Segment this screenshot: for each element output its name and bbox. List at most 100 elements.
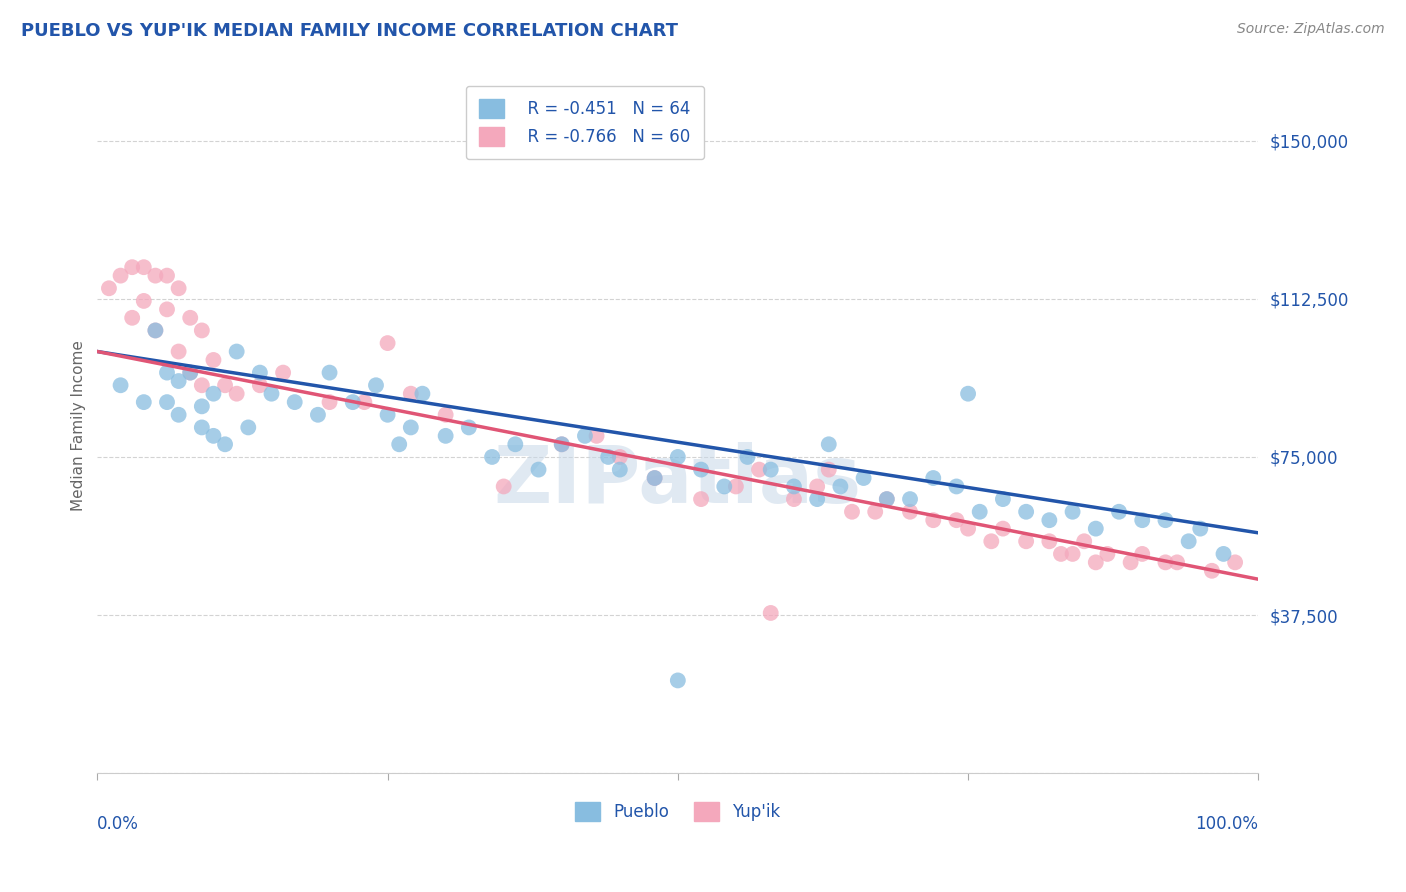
Point [260,386,283,401]
Point [132,260,155,275]
Point [598,450,620,464]
Point [817,462,839,476]
Point [841,505,863,519]
Point [863,505,886,519]
Point [167,281,190,295]
Point [876,492,898,507]
Point [783,492,806,507]
Point [179,366,201,380]
Point [969,505,991,519]
Point [922,471,945,485]
Point [1130,513,1153,527]
Point [214,378,236,392]
Point [191,378,214,392]
Point [876,492,898,507]
Point [191,400,214,414]
Point [1154,513,1177,527]
Point [1097,547,1119,561]
Point [1177,534,1199,549]
Point [167,408,190,422]
Point [434,408,457,422]
Point [551,437,574,451]
Point [492,479,515,493]
Point [249,366,271,380]
Point [225,386,247,401]
Point [505,437,527,451]
Point [551,437,574,451]
Point [922,513,945,527]
Point [830,479,852,493]
Point [690,462,713,476]
Point [574,429,596,443]
Text: Source: ZipAtlas.com: Source: ZipAtlas.com [1237,22,1385,37]
Point [179,310,201,325]
Point [991,522,1014,536]
Point [1166,555,1188,569]
Point [666,673,689,688]
Point [377,336,399,351]
Point [852,471,875,485]
Point [132,293,155,308]
Point [318,366,340,380]
Point [156,395,179,409]
Point [191,323,214,337]
Text: ZIPatlas: ZIPatlas [494,442,862,520]
Y-axis label: Median Family Income: Median Family Income [72,340,86,511]
Point [1108,505,1130,519]
Point [434,429,457,443]
Point [342,395,364,409]
Point [110,378,132,392]
Text: 0.0%: 0.0% [97,815,139,833]
Point [1015,505,1038,519]
Point [806,492,828,507]
Text: PUEBLO VS YUP'IK MEDIAN FAMILY INCOME CORRELATION CHART: PUEBLO VS YUP'IK MEDIAN FAMILY INCOME CO… [21,22,678,40]
Point [957,522,980,536]
Point [585,429,607,443]
Point [1130,547,1153,561]
Point [132,395,155,409]
Point [1062,505,1084,519]
Point [156,268,179,283]
Point [364,378,387,392]
Point [1050,547,1073,561]
Point [1084,522,1107,536]
Point [690,492,713,507]
Point [249,378,271,392]
Point [225,344,247,359]
Point [457,420,479,434]
Point [644,471,666,485]
Point [1201,564,1223,578]
Point [1062,547,1084,561]
Point [284,395,307,409]
Point [991,492,1014,507]
Point [945,513,967,527]
Point [156,366,179,380]
Point [145,268,167,283]
Point [759,462,782,476]
Point [318,395,340,409]
Point [666,450,689,464]
Point [481,450,503,464]
Point [399,420,422,434]
Point [271,366,294,380]
Point [1084,555,1107,569]
Point [202,353,225,368]
Point [980,534,1002,549]
Point [167,374,190,388]
Point [609,462,631,476]
Point [817,437,839,451]
Point [156,302,179,317]
Point [644,471,666,485]
Point [191,420,214,434]
Point [377,408,399,422]
Point [411,386,433,401]
Point [353,395,375,409]
Point [783,479,806,493]
Point [1038,513,1060,527]
Point [121,310,143,325]
Point [1223,555,1246,569]
Point [1189,522,1212,536]
Point [110,268,132,283]
Point [713,479,735,493]
Point [759,606,782,620]
